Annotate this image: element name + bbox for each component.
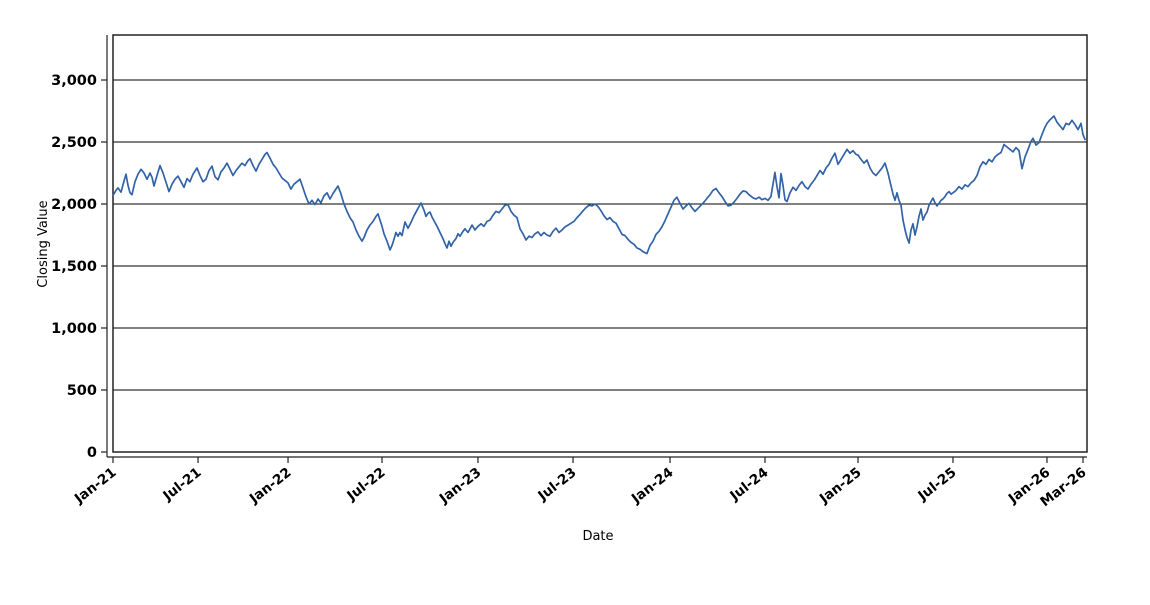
svg-text:Jan-21: Jan-21	[71, 465, 120, 508]
svg-text:Jan-25: Jan-25	[816, 465, 865, 508]
svg-text:0: 0	[87, 445, 97, 461]
y-axis-title: Closing Value	[36, 200, 51, 287]
series-line-closing-value	[112, 115, 1086, 255]
svg-text:2,000: 2,000	[51, 197, 97, 213]
y-tick-labels: 0 500 1,000 1,500 2,000 2,500 3,000	[51, 73, 97, 461]
svg-text:1,500: 1,500	[51, 259, 97, 275]
svg-text:Jul-21: Jul-21	[159, 465, 204, 505]
svg-text:Jan-22: Jan-22	[246, 465, 295, 508]
svg-text:Jan-24: Jan-24	[628, 465, 677, 508]
svg-text:2,500: 2,500	[51, 135, 97, 151]
svg-text:3,000: 3,000	[51, 73, 97, 89]
svg-text:Jan-23: Jan-23	[436, 465, 485, 508]
svg-text:1,000: 1,000	[51, 321, 97, 337]
svg-text:Jul-22: Jul-22	[343, 465, 388, 505]
plot-frame	[112, 34, 1088, 453]
tick-marks	[101, 79, 1084, 463]
svg-text:Jul-24: Jul-24	[726, 465, 771, 505]
svg-text:Jul-25: Jul-25	[914, 465, 959, 505]
x-tick-labels: Jan-21 Jul-21 Jan-22 Jul-22 Jan-23 Jul-23 Jan-…	[71, 465, 1090, 511]
axis-lines	[106, 35, 1087, 458]
x-axis-title: Date	[582, 529, 613, 544]
svg-text:500: 500	[67, 383, 97, 399]
svg-text:Jul-23: Jul-23	[534, 465, 579, 505]
y-gridlines	[113, 79, 1087, 391]
